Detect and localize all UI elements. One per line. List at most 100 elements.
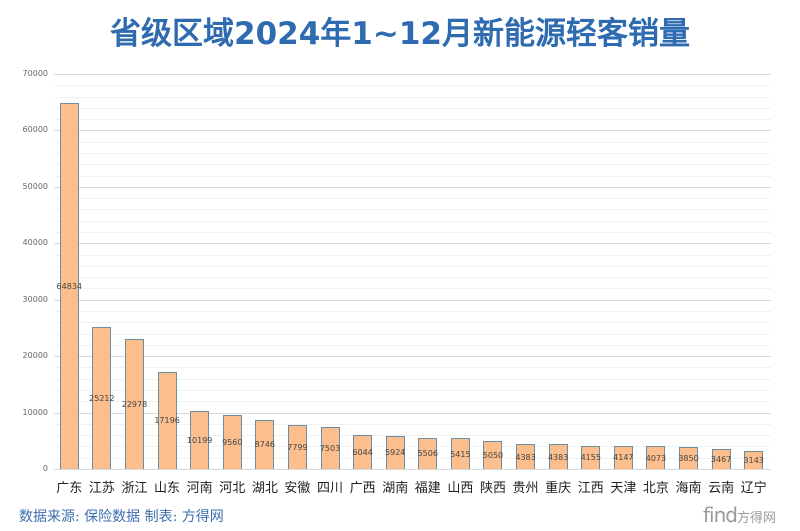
gridline (54, 435, 771, 437)
gridline (54, 96, 771, 98)
bar-value-label: 4147 (613, 453, 634, 463)
logo-sub: 方得网 (736, 511, 776, 526)
bar: 22978 (122, 339, 147, 469)
gridline (54, 469, 771, 470)
bar: 4383 (515, 444, 536, 469)
x-tick-label: 海南 (675, 481, 702, 496)
bar-value-label: 9560 (222, 438, 243, 448)
y-tick-label: 50000 (22, 181, 48, 191)
bar-value-label: 4383 (547, 452, 569, 462)
gridline (54, 412, 771, 414)
gridline (54, 344, 771, 346)
gridline (54, 277, 771, 279)
logo-main: find (703, 503, 738, 527)
data-source-note: 数据来源: 保险数据 制表: 方得网 (19, 509, 224, 525)
x-tick-label: 广东 (56, 481, 83, 496)
gridline (54, 299, 771, 301)
x-tick-label: 河南 (186, 481, 213, 496)
gridline (54, 288, 771, 290)
chart-title: 省级区域2024年1~12月新能源轻客销量 (110, 16, 690, 52)
x-tick-label: 湖南 (382, 481, 409, 496)
gridline (54, 401, 771, 403)
x-tick-label: 天津 (610, 481, 637, 496)
x-tick-label: 四川 (317, 481, 344, 496)
gridline (54, 232, 771, 233)
bar: 64834 (57, 103, 82, 469)
x-tick-label: 福建 (414, 481, 441, 496)
gridline (54, 74, 771, 75)
bar-value-label: 3850 (678, 454, 699, 464)
bar: 17196 (154, 371, 180, 469)
gridline (54, 119, 771, 121)
bar: 4147 (613, 445, 634, 469)
bar: 7503 (320, 426, 340, 469)
gridline (54, 423, 771, 425)
gridline (54, 254, 771, 256)
plot-area: 64834 25212 22978 17196 10199 9560 8746 7799 750… (54, 74, 771, 470)
bar: 4155 (581, 445, 601, 469)
gridline (54, 446, 771, 448)
x-tick-label: 浙江 (121, 481, 148, 496)
bar-value-label: 17196 (154, 416, 180, 426)
x-tick-label: 江西 (577, 481, 604, 496)
bar-value-label: 6044 (352, 447, 373, 457)
gridline (54, 209, 771, 211)
bar-value-label: 3143 (743, 456, 764, 466)
gridline (54, 356, 771, 358)
bar: 5415 (450, 438, 471, 469)
bar-value-label: 4155 (580, 453, 601, 463)
y-tick-label: 10000 (22, 407, 48, 417)
gridline (54, 457, 771, 459)
gridline (54, 322, 771, 324)
bar: 3143 (744, 451, 764, 469)
gridline (54, 186, 771, 188)
x-tick-label: 江苏 (88, 481, 115, 496)
y-tick-label: 0 (42, 464, 48, 473)
x-tick-label: 山东 (154, 481, 181, 496)
bar-value-label: 4073 (645, 453, 667, 463)
gridline (54, 367, 771, 369)
bar: 25212 (89, 326, 115, 469)
bar-value-label: 5924 (385, 448, 406, 458)
gridline (54, 220, 771, 222)
y-tick-label: 40000 (22, 238, 48, 248)
gridline (54, 107, 771, 109)
x-tick-label: 湖北 (251, 481, 278, 496)
bar-value-label: 5415 (450, 449, 471, 459)
bar-value-label: 4383 (515, 452, 536, 462)
bar-value-label: 5050 (482, 450, 504, 460)
bar: 3467 (711, 449, 731, 469)
bar: 10199 (187, 411, 212, 469)
gridline (54, 85, 771, 87)
bar: 3850 (678, 447, 699, 469)
x-tick-label: 陕西 (479, 481, 506, 496)
bar-value-label: 22978 (121, 400, 148, 410)
bar: 5924 (385, 435, 405, 469)
bar-value-label: 7799 (287, 443, 308, 452)
bar: 5050 (483, 440, 503, 469)
bar-value-label: 8746 (254, 440, 275, 450)
bar-value-label: 25212 (89, 393, 115, 403)
gridline (54, 130, 771, 132)
bar-value-label: 10199 (186, 436, 213, 446)
gridline (54, 378, 771, 380)
gridline (54, 164, 771, 166)
y-tick-label: 30000 (22, 294, 48, 304)
bar: 8746 (255, 419, 275, 469)
gridline (54, 153, 771, 154)
bar-value-label: 3467 (710, 455, 732, 465)
x-tick-label: 辽宁 (740, 481, 767, 496)
bar: 4073 (646, 446, 666, 469)
x-tick-label: 重庆 (545, 481, 572, 496)
bar: 5506 (418, 437, 438, 469)
bar: 4383 (548, 444, 568, 469)
gridline (54, 333, 771, 335)
y-tick-label: 60000 (22, 125, 48, 135)
x-tick-label: 云南 (708, 481, 735, 496)
x-tick-label: 山西 (447, 481, 474, 496)
gridline (54, 243, 771, 245)
gridline (54, 198, 771, 200)
findauto-logo: find方得网 (703, 503, 776, 527)
bar-value-label: 64834 (56, 282, 82, 292)
bar: 7799 (287, 425, 308, 469)
